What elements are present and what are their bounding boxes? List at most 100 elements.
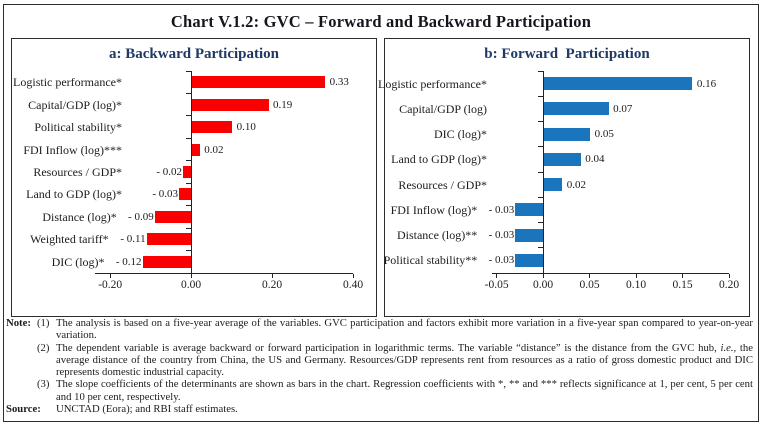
category-label: Land to GDP (log)* [26, 187, 122, 202]
y-axis-tick [185, 250, 191, 252]
note-2-text: The dependent variable is average backwa… [56, 342, 753, 379]
x-axis-tick [271, 274, 273, 278]
y-axis-tick [185, 205, 191, 207]
category-label: Resources / GDP* [398, 177, 487, 192]
zero-axis-line [542, 71, 544, 273]
category-label: Weighted tariff* [30, 232, 109, 247]
bar [191, 121, 233, 134]
y-axis-tick [537, 222, 543, 223]
x-axis-line [95, 273, 353, 274]
category-label: Distance (log)* [42, 209, 117, 224]
bar [543, 77, 693, 91]
bar [515, 228, 544, 242]
category-label: Distance (log)** [396, 228, 478, 243]
note-3-number: (3) [37, 378, 50, 391]
value-label: 0.33 [329, 76, 349, 89]
bar [515, 253, 544, 267]
x-tick-label: 0.20 [718, 279, 740, 291]
category-label: Capital/GDP (log)* [28, 97, 122, 112]
value-label: 0.16 [696, 77, 717, 90]
y-axis-tick [537, 70, 543, 72]
value-label: - 0.09 [128, 210, 154, 223]
value-label: - 0.03 [488, 254, 515, 267]
x-tick-label: -0.20 [98, 279, 123, 291]
source-text: UNCTAD (Eora); and RBI staff estimates. [56, 403, 238, 416]
category-label: Resources / GDP* [33, 165, 122, 179]
x-axis-tick [682, 274, 684, 278]
bar [191, 76, 326, 89]
value-label: - 0.03 [488, 229, 515, 242]
bar [515, 203, 544, 217]
value-label: 0.02 [204, 143, 224, 156]
bar [543, 102, 609, 116]
x-axis-tick [542, 274, 544, 278]
x-tick-label: 0.40 [342, 279, 364, 291]
category-label: FDI Inflow (log)* [390, 202, 478, 217]
bar [146, 233, 192, 246]
value-label: - 0.11 [120, 233, 146, 246]
x-axis-tick [109, 274, 111, 278]
note-2-number: (2) [37, 341, 50, 354]
x-tick-label: 0.00 [533, 279, 554, 291]
bar [191, 98, 269, 111]
value-label: - 0.02 [156, 166, 183, 178]
x-axis-tick [190, 274, 192, 278]
x-tick-label: 0.15 [672, 279, 693, 291]
y-axis-tick [537, 247, 543, 249]
source-row: Source: UNCTAD (Eora); and RBI staff est… [6, 403, 753, 415]
x-axis-line [492, 273, 729, 274]
value-label: - 0.03 [488, 203, 515, 216]
bar [191, 143, 200, 156]
x-axis-tick [635, 274, 637, 278]
y-axis-tick [537, 95, 543, 97]
x-axis-tick [352, 274, 354, 278]
note-1-number: (1) [37, 317, 50, 329]
note-1-text: The analysis is based on a five-year ave… [56, 317, 753, 342]
bar [543, 178, 563, 192]
category-label: Logistic performance* [13, 75, 122, 90]
y-axis-tick [537, 196, 543, 198]
category-label: FDI Inflow (log)*** [23, 142, 122, 157]
category-label: Land to GDP (log)* [391, 152, 487, 167]
bar [154, 210, 192, 223]
note-2-text-a: The dependent variable is average backwa… [56, 341, 721, 354]
category-label: DIC (log)* [434, 127, 487, 142]
note-row-3: (3) The slope coefficients of the determ… [6, 378, 753, 403]
value-label: 0.19 [273, 98, 293, 111]
backward-chart-plot: -0.20 0.00 0.20 0.40 Logistic performance* 0.… [12, 39, 376, 316]
panel-backward-participation: a: Backward Participation -0.20 0.00 0.20 0… [11, 38, 377, 317]
x-tick-label: 0.10 [625, 279, 647, 291]
y-axis-tick [185, 92, 191, 94]
value-label: 0.05 [594, 128, 614, 141]
value-label: 0.10 [236, 121, 256, 134]
zero-axis-line [190, 71, 192, 273]
bar [543, 127, 591, 141]
bar [543, 152, 581, 166]
note-2-text-b: the average distance of the country from… [56, 341, 753, 379]
y-axis-tick [185, 227, 191, 229]
value-label: 0.04 [585, 153, 605, 166]
value-label: 0.02 [566, 178, 586, 191]
value-label: - 0.12 [115, 255, 142, 268]
note-row-2: (2) The dependent variable is average ba… [6, 342, 753, 379]
chart-title: Chart V.1.2: GVC – Forward and Backward … [170, 12, 592, 31]
value-label: 0.07 [613, 102, 633, 115]
x-tick-label: -0.05 [484, 279, 509, 291]
forward-chart-plot: -0.05 0.00 0.05 0.10 0.15 0.20 Logistic perfor… [378, 39, 749, 316]
category-label: Political stability* [34, 120, 122, 135]
panel-forward-participation: b: Forward Participation -0.05 0.00 0.05 0.… [378, 38, 750, 317]
x-axis-tick [496, 274, 498, 278]
panel-b-title: b: Forward Participation [484, 46, 650, 62]
bar [183, 166, 192, 178]
chart-frame: Chart V.1.2: GVC – Forward and Backward … [3, 4, 759, 422]
panel-a-title: a: Backward Participation [109, 46, 279, 62]
y-axis-tick [185, 70, 191, 72]
x-tick-label: 0.20 [261, 279, 283, 291]
y-axis-tick [537, 146, 543, 148]
category-label: Political stability** [383, 253, 478, 268]
y-axis-tick [185, 137, 191, 139]
y-axis-tick [537, 121, 543, 122]
bar [178, 188, 192, 201]
note-2-text-italic: i.e., [720, 341, 737, 354]
category-label: Logistic performance* [378, 76, 487, 91]
